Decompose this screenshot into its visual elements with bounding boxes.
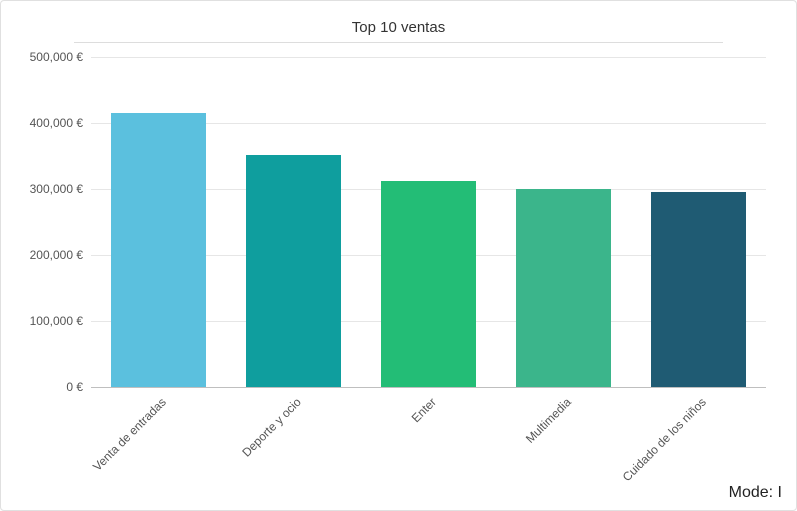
bar: [246, 155, 341, 387]
x-axis-label: Multimedia: [522, 395, 573, 446]
y-tick-label: 0 €: [13, 380, 83, 394]
bar: [516, 189, 611, 387]
x-axis-label: Enter: [408, 395, 438, 425]
x-axis-label: Venta de entradas: [90, 395, 169, 474]
x-axis-label: Deporte y ocio: [239, 395, 304, 460]
x-label-slot: Cuidado de los niños: [631, 387, 766, 497]
x-axis-label: Cuidado de los niños: [619, 395, 708, 484]
x-axis-labels: Venta de entradas Deporte y ocio Enter Mult…: [91, 387, 766, 497]
bar: [381, 181, 476, 387]
x-label-slot: Multimedia: [496, 387, 631, 497]
x-label-slot: Deporte y ocio: [226, 387, 361, 497]
chart-bars: [91, 57, 766, 387]
x-label-slot: Enter: [361, 387, 496, 497]
chart-title: Top 10 ventas: [21, 19, 776, 36]
y-tick-label: 100,000 €: [13, 314, 83, 328]
y-tick-label: 500,000 €: [13, 50, 83, 64]
mode-label: Mode: I: [729, 484, 782, 502]
y-tick-label: 200,000 €: [13, 248, 83, 262]
bar-slot: [226, 57, 361, 387]
x-label-slot: Venta de entradas: [91, 387, 226, 497]
bar-slot: [496, 57, 631, 387]
bar-slot: [91, 57, 226, 387]
chart-card: Top 10 ventas 0 €100,000 €200,000 €300,0…: [0, 0, 797, 511]
y-tick-label: 300,000 €: [13, 182, 83, 196]
chart-plot-area: 0 €100,000 €200,000 €300,000 €400,000 €5…: [91, 57, 766, 387]
bar: [111, 113, 206, 387]
title-underline: [74, 42, 723, 43]
bar-slot: [631, 57, 766, 387]
y-tick-label: 400,000 €: [13, 116, 83, 130]
bar: [651, 192, 746, 387]
bar-slot: [361, 57, 496, 387]
